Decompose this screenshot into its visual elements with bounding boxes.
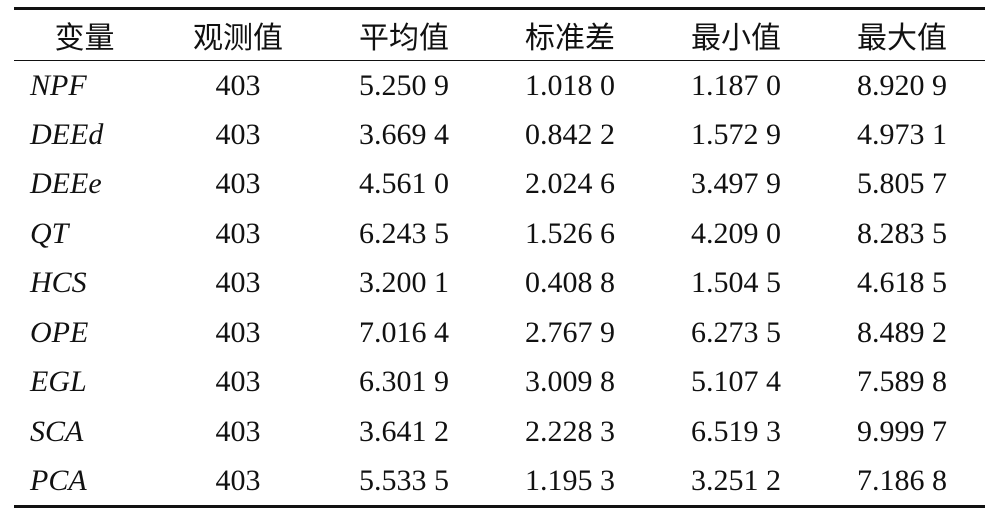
table-cell: 0.842 2 [525, 117, 615, 151]
table-cell: 2.228 3 [525, 414, 615, 448]
table-cell: 3.009 8 [525, 365, 615, 399]
table-cell: 7.186 8 [857, 463, 947, 497]
table-cell: 6.301 9 [359, 365, 449, 399]
table-cell: 5.250 9 [359, 68, 449, 102]
variable-name: HCS [30, 266, 87, 300]
header-cell: 平均值 [359, 22, 449, 55]
table-row: HCS 403 3.200 1 0.408 8 1.504 5 4.618 5 [14, 259, 985, 309]
table-cell: 8.283 5 [857, 216, 947, 250]
table-row: NPF 403 5.250 9 1.018 0 1.187 0 8.920 9 [14, 61, 985, 111]
table-cell: 6.519 3 [691, 414, 781, 448]
variable-name: SCA [30, 414, 84, 448]
table-row: DEEd 403 3.669 4 0.842 2 1.572 9 4.973 1 [14, 110, 985, 160]
table-cell: 7.016 4 [359, 315, 449, 349]
table-cell: 403 [215, 117, 261, 151]
variable-name: DEEe [30, 167, 102, 201]
table-cell: 403 [215, 315, 261, 349]
header-cell: 观测值 [193, 22, 283, 55]
table-row: SCA 403 3.641 2 2.228 3 6.519 3 9.999 7 [14, 407, 985, 457]
table-cell: 3.497 9 [691, 167, 781, 201]
table-cell: 403 [215, 414, 261, 448]
table-cell: 5.107 4 [691, 365, 781, 399]
table-cell: 8.920 9 [857, 68, 947, 102]
table-cell: 1.195 3 [525, 463, 615, 497]
table-cell: 9.999 7 [857, 414, 947, 448]
header-cell: 最小值 [691, 22, 781, 55]
table-cell: 403 [215, 68, 261, 102]
variable-name: DEEd [30, 117, 104, 151]
table-cell: 403 [215, 266, 261, 300]
variable-name: QT [30, 216, 69, 250]
table-cell: 4.209 0 [691, 216, 781, 250]
table-cell: 7.589 8 [857, 365, 947, 399]
table-body: NPF 403 5.250 9 1.018 0 1.187 0 8.920 9 DEEd 40… [14, 61, 985, 506]
table-cell: 403 [215, 463, 261, 497]
table-row: QT 403 6.243 5 1.526 6 4.209 0 8.283 5 [14, 209, 985, 259]
table-cell: 403 [215, 167, 261, 201]
table-row: PCA 403 5.533 5 1.195 3 3.251 2 7.186 8 [14, 457, 985, 506]
table-cell: 2.024 6 [525, 167, 615, 201]
table-cell: 3.669 4 [359, 117, 449, 151]
variable-name: OPE [30, 315, 89, 349]
header-row: 变量 观测值 平均值 标准差 最小值 最大值 [14, 8, 985, 61]
table-cell: 6.243 5 [359, 216, 449, 250]
table-cell: 1.572 9 [691, 117, 781, 151]
table-cell: 2.767 9 [525, 315, 615, 349]
variable-name: NPF [30, 68, 87, 102]
table-cell: 1.526 6 [525, 216, 615, 250]
table-cell: 8.489 2 [857, 315, 947, 349]
table-row: OPE 403 7.016 4 2.767 9 6.273 5 8.489 2 [14, 308, 985, 358]
variable-name: PCA [30, 463, 87, 497]
data-table: 变量 观测值 平均值 标准差 最小值 最大值 NPF 403 5.250 9 1.018 0 1.… [14, 7, 985, 508]
header-cell: 变量 [54, 22, 115, 55]
table-row: EGL 403 6.301 9 3.009 8 5.107 4 7.589 8 [14, 358, 985, 408]
variable-name: EGL [30, 365, 87, 399]
header-cell: 标准差 [525, 22, 615, 55]
table-cell: 4.618 5 [857, 266, 947, 300]
table-cell: 5.533 5 [359, 463, 449, 497]
table-cell: 3.641 2 [359, 414, 449, 448]
table-cell: 5.805 7 [857, 167, 947, 201]
table-cell: 0.408 8 [525, 266, 615, 300]
table-cell: 403 [215, 216, 261, 250]
table-cell: 4.973 1 [857, 117, 947, 151]
header-cell: 最大值 [857, 22, 947, 55]
table-cell: 3.200 1 [359, 266, 449, 300]
table-header: 变量 观测值 平均值 标准差 最小值 最大值 [14, 8, 985, 61]
table-cell: 4.561 0 [359, 167, 449, 201]
table-cell: 403 [215, 365, 261, 399]
table-row: DEEe 403 4.561 0 2.024 6 3.497 9 5.805 7 [14, 160, 985, 210]
table-cell: 1.504 5 [691, 266, 781, 300]
table-cell: 1.187 0 [691, 68, 781, 102]
table-cell: 1.018 0 [525, 68, 615, 102]
table-cell: 6.273 5 [691, 315, 781, 349]
table-cell: 3.251 2 [691, 463, 781, 497]
